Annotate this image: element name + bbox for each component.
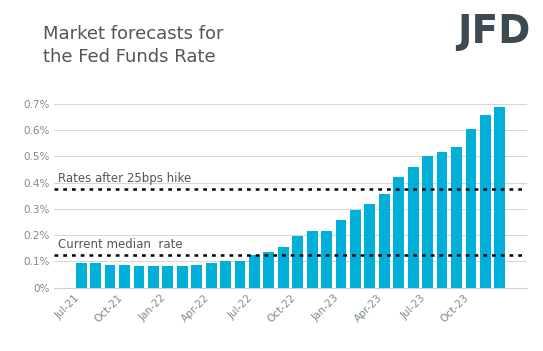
Bar [105, 265, 116, 288]
Bar [379, 194, 390, 288]
Bar [220, 261, 231, 288]
Bar [134, 266, 144, 288]
Bar [437, 152, 447, 288]
Text: Rates after 25bps hike: Rates after 25bps hike [59, 172, 192, 185]
Bar [336, 220, 346, 288]
Bar [307, 231, 318, 288]
Bar [321, 231, 332, 288]
Text: Market forecasts for
the Fed Funds Rate: Market forecasts for the Fed Funds Rate [43, 25, 224, 66]
Bar [249, 255, 260, 288]
Bar [76, 263, 86, 288]
Bar [292, 237, 303, 288]
Bar [191, 265, 202, 288]
Text: JFD: JFD [457, 13, 531, 51]
Text: Current median  rate: Current median rate [59, 238, 183, 251]
Bar [465, 128, 476, 288]
Bar [177, 266, 188, 288]
Bar [350, 210, 361, 288]
Bar [495, 107, 505, 288]
Bar [119, 265, 130, 288]
Bar [263, 252, 274, 288]
Bar [278, 247, 289, 288]
Bar [206, 263, 217, 288]
Bar [148, 266, 159, 288]
Bar [408, 167, 419, 288]
Bar [162, 266, 173, 288]
Bar [451, 147, 462, 288]
Bar [422, 156, 433, 288]
Bar [235, 261, 245, 288]
Bar [393, 177, 404, 288]
Bar [364, 204, 375, 288]
Bar [480, 115, 491, 288]
Bar [90, 263, 101, 288]
